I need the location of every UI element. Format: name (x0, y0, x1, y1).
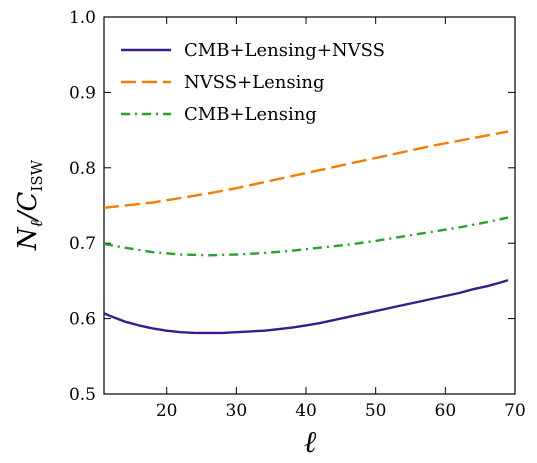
y-tick-label: 1.0 (69, 8, 96, 28)
x-tick-label: 50 (365, 401, 387, 421)
legend: CMB+Lensing+NVSS NVSS+Lensing CMB+Lensing (121, 40, 385, 125)
x-tick-label: 20 (156, 401, 178, 421)
x-axis-label: ℓ (304, 425, 317, 460)
x-tick-label: 40 (295, 401, 317, 421)
y-tick-label: 0.9 (69, 83, 96, 103)
plot-frame (103, 16, 516, 395)
y-tick-label: 0.5 (69, 385, 96, 405)
y-tick-label: 0.8 (69, 159, 96, 179)
x-tick-label: 60 (435, 401, 457, 421)
y-tick-label: 0.6 (69, 310, 96, 330)
legend-label: CMB+Lensing (184, 104, 317, 125)
series-line-cmb-lensing-nvss (103, 278, 509, 335)
y-axis-label: Nℓ/CISW (13, 159, 47, 251)
legend-label: CMB+Lensing+NVSS (184, 40, 385, 61)
x-tick-label: 70 (504, 401, 526, 421)
series-line-nvss-lensing (103, 130, 509, 209)
legend-label: NVSS+Lensing (184, 72, 324, 93)
y-tick-label: 0.7 (69, 234, 96, 254)
series-line-cmb-lensing (103, 216, 509, 257)
axis-ticks: 20 30 40 50 60 70 0.5 0.6 0.7 0.8 0.9 1.0 (69, 8, 526, 421)
x-tick-label: 30 (226, 401, 248, 421)
series-layer (103, 130, 509, 335)
